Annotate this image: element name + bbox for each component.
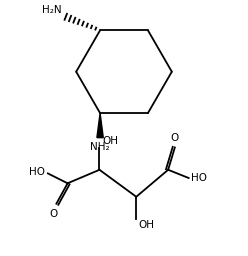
Text: OH: OH [102, 136, 118, 146]
Text: HO: HO [30, 167, 45, 177]
Text: NH₂: NH₂ [90, 142, 110, 152]
Polygon shape [97, 113, 103, 138]
Text: H₂N: H₂N [42, 5, 62, 15]
Text: HO: HO [191, 173, 207, 183]
Text: O: O [50, 209, 58, 219]
Text: OH: OH [139, 220, 155, 230]
Text: O: O [171, 133, 179, 143]
